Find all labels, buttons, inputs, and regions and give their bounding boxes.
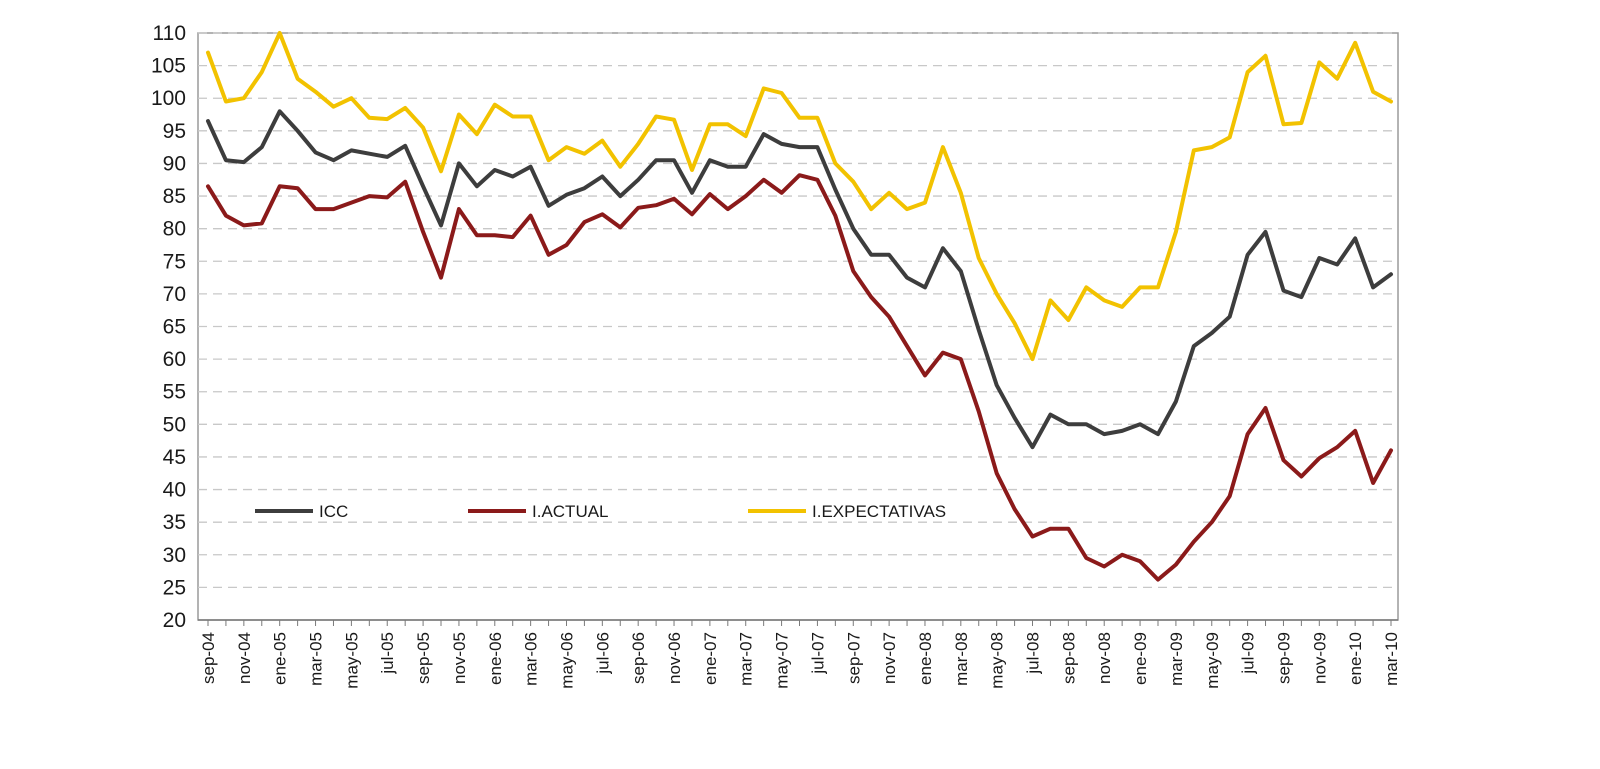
x-tick-label: nov-05 xyxy=(450,632,469,684)
x-tick-label: mar-07 xyxy=(737,632,756,686)
x-tick-label: nov-09 xyxy=(1310,632,1329,684)
gridlines xyxy=(198,32,1398,589)
series-line-icc xyxy=(206,109,1393,450)
y-tick-label: 35 xyxy=(163,511,186,534)
y-tick-label: 90 xyxy=(163,152,186,175)
legend: ICC I.ACTUAL I.EXPECTATIVAS xyxy=(255,502,946,521)
y-tick-label: 80 xyxy=(163,218,186,241)
x-tick-label: jul-07 xyxy=(808,632,827,675)
y-tick-label: 110 xyxy=(153,22,186,45)
x-tick-label: ene-06 xyxy=(486,632,505,685)
x-tick-label: jul-09 xyxy=(1239,632,1258,675)
y-tick-label: 95 xyxy=(163,120,186,143)
series-line-i-expectativas xyxy=(206,31,1393,362)
x-tick-label: mar-08 xyxy=(952,632,971,686)
x-tick-label: mar-05 xyxy=(307,632,326,686)
x-tick-label: sep-08 xyxy=(1059,632,1078,684)
x-tick-label: may-09 xyxy=(1203,632,1222,689)
y-tick-label: 75 xyxy=(163,250,186,273)
y-tick-label: 65 xyxy=(163,316,186,339)
x-tick-label: ene-07 xyxy=(701,632,720,685)
y-tick-label: 70 xyxy=(163,283,186,306)
y-tick-label: 50 xyxy=(163,413,186,436)
x-tick-label: may-05 xyxy=(342,632,361,689)
x-tick-label: jul-06 xyxy=(593,632,612,675)
x-tick-label: ene-08 xyxy=(916,632,935,685)
legend-label: I.EXPECTATIVAS xyxy=(812,502,946,521)
x-tick-label: nov-08 xyxy=(1095,632,1114,684)
y-tick-label: 55 xyxy=(163,381,186,404)
y-tick-label: 85 xyxy=(163,185,186,208)
x-tick-label: ene-10 xyxy=(1346,632,1365,685)
x-tick-label: ene-05 xyxy=(271,632,290,685)
x-tick-label: sep-04 xyxy=(199,632,218,684)
x-tick-label: nov-04 xyxy=(235,632,254,684)
legend-label: I.ACTUAL xyxy=(532,502,609,521)
x-tick-label: may-08 xyxy=(988,632,1007,689)
x-tick-label: mar-09 xyxy=(1167,632,1186,686)
x-tick-label: nov-06 xyxy=(665,632,684,684)
x-tick-label: may-07 xyxy=(773,632,792,689)
x-tick-label: mar-06 xyxy=(522,632,541,686)
y-axis: 20 25 30 35 40 45 50 55 60 65 70 75 80 85 90 95 100 105 11… xyxy=(151,22,186,632)
legend-label: ICC xyxy=(319,502,348,521)
x-tick-label: sep-05 xyxy=(414,632,433,684)
series-lines xyxy=(206,31,1393,582)
x-tick-label: nov-07 xyxy=(880,632,899,684)
y-tick-label: 20 xyxy=(163,609,186,632)
x-tick-label: ene-09 xyxy=(1131,632,1150,685)
y-tick-label: 30 xyxy=(163,544,186,567)
x-tick-label: sep-07 xyxy=(844,632,863,684)
x-axis: sep-04 nov-04 ene-05 mar-05 may-05 jul-05 sep-… xyxy=(198,619,1401,689)
y-tick-label: 105 xyxy=(151,55,186,78)
x-tick-label: sep-09 xyxy=(1274,632,1293,684)
x-tick-label: jul-08 xyxy=(1024,632,1043,675)
x-tick-label: jul-05 xyxy=(378,632,397,675)
y-tick-label: 25 xyxy=(163,576,186,599)
x-tick-label: mar-10 xyxy=(1382,632,1401,686)
x-tick-label: may-06 xyxy=(557,632,576,689)
y-tick-label: 100 xyxy=(151,87,186,110)
x-tick-label: sep-06 xyxy=(629,632,648,684)
series-line-i-actual xyxy=(206,173,1393,582)
y-tick-label: 40 xyxy=(163,479,186,502)
y-tick-label: 60 xyxy=(163,348,186,371)
y-tick-label: 45 xyxy=(163,446,186,469)
